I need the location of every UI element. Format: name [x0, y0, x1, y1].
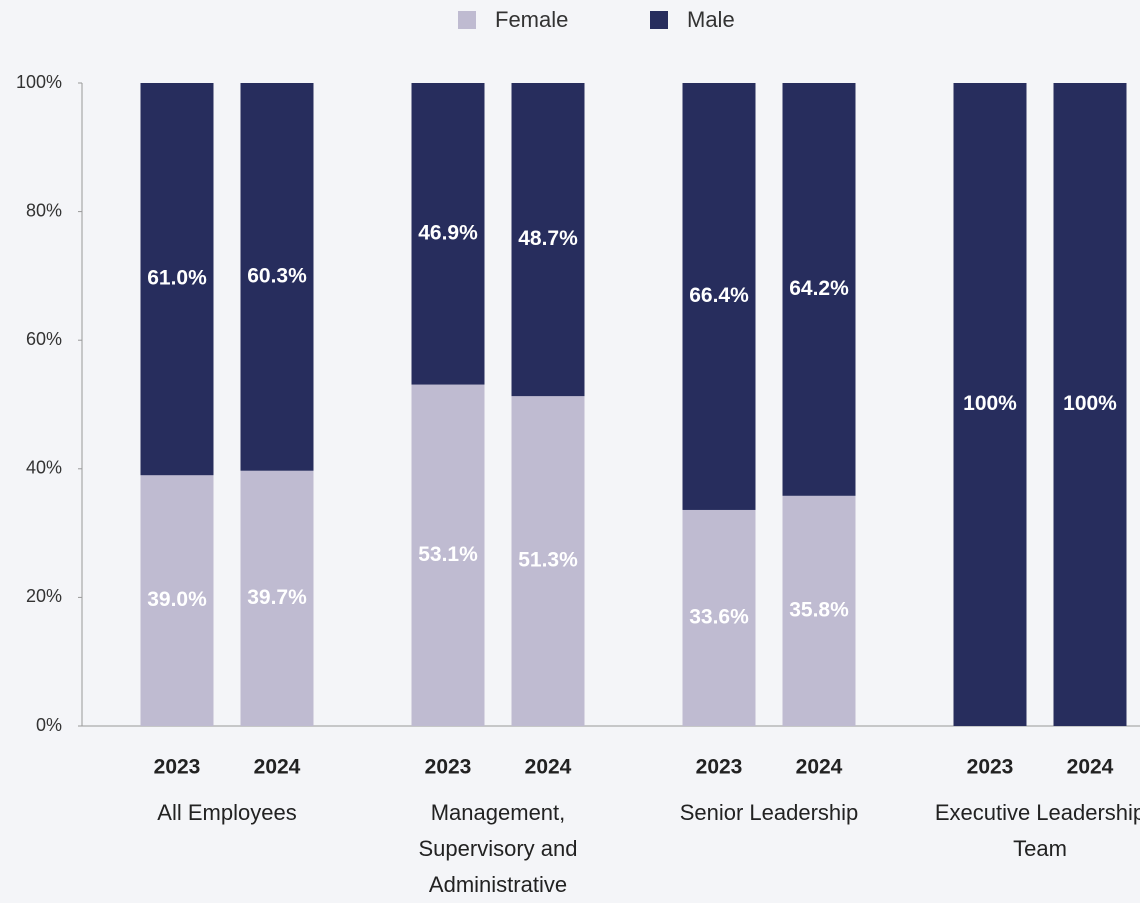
bar-segment: [1053, 83, 1127, 726]
group-label: Management, Supervisory and Administrati…: [418, 800, 578, 897]
data-label: 60.3%: [247, 264, 307, 287]
bar-segment: [782, 495, 856, 726]
bar-segment: [240, 470, 314, 726]
legend-label: Male: [687, 7, 735, 32]
data-label: 100%: [1063, 392, 1117, 415]
bar-segment: [682, 83, 756, 510]
y-tick-label: 0%: [36, 715, 62, 735]
y-tick-label: 60%: [26, 329, 62, 349]
x-tick-label: 2023: [154, 756, 201, 779]
y-tick-label: 80%: [26, 200, 62, 220]
legend-swatch: [650, 11, 668, 29]
bar-segment: [953, 83, 1027, 726]
data-label: 48.7%: [518, 227, 578, 250]
data-label: 39.0%: [147, 588, 207, 611]
legend-swatch: [458, 11, 476, 29]
group-label: Senior Leadership: [679, 800, 859, 825]
data-label: 61.0%: [147, 267, 207, 290]
bar-segment: [240, 83, 314, 471]
y-tick-label: 20%: [26, 586, 62, 606]
bar-segment: [511, 396, 585, 726]
bar-segment: [140, 83, 214, 476]
legend-label: Female: [495, 7, 568, 32]
bar-segment: [411, 83, 485, 385]
data-label: 53.1%: [418, 543, 478, 566]
bar-segment: [782, 83, 856, 496]
data-label: 51.3%: [518, 549, 578, 572]
data-label: 100%: [963, 392, 1017, 415]
bar-segment: [682, 509, 756, 726]
x-tick-label: 2024: [1067, 756, 1114, 779]
data-label: 66.4%: [689, 284, 749, 307]
x-tick-label: 2023: [696, 756, 743, 779]
x-tick-label: 2024: [254, 756, 301, 779]
bar-segment: [411, 384, 485, 726]
y-tick-label: 40%: [26, 458, 62, 478]
group-label: Executive Leadership Team: [934, 800, 1140, 861]
bar-segment: [511, 83, 585, 397]
x-tick-label: 2024: [525, 756, 572, 779]
group-label: All Employees: [157, 800, 297, 825]
data-label: 39.7%: [247, 586, 307, 609]
data-label: 46.9%: [418, 221, 478, 244]
data-label: 64.2%: [789, 277, 849, 300]
x-tick-label: 2023: [967, 756, 1014, 779]
x-tick-label: 2024: [796, 756, 843, 779]
data-label: 33.6%: [689, 606, 749, 629]
y-tick-label: 100%: [16, 72, 62, 92]
data-label: 35.8%: [789, 598, 849, 621]
bar-segment: [140, 475, 214, 726]
x-tick-label: 2023: [425, 756, 472, 779]
